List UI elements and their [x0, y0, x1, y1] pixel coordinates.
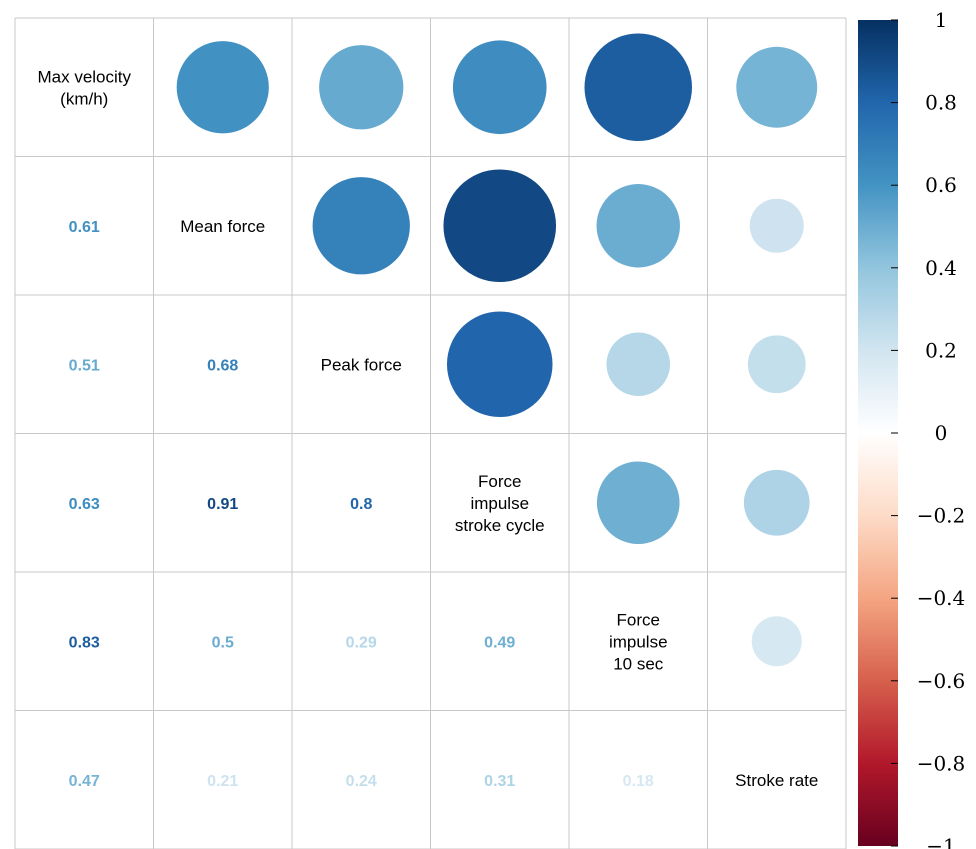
correlation-circle [596, 461, 680, 545]
correlation-value-label: 0.8 [350, 496, 372, 513]
scale-tick-label: 1 [935, 8, 948, 32]
correlation-value-label: 0.29 [346, 634, 377, 651]
correlation-circle [452, 40, 547, 135]
correlation-value-label: 0.51 [69, 357, 100, 374]
correlation-value-label: 0.49 [484, 634, 515, 651]
correlation-value-label: 0.91 [207, 496, 238, 513]
correlation-circles [176, 33, 818, 667]
color-scale-legend: 1 0.8 0.6 0.4 0.2 0 −0.2 −0.4 −0.6 −0.8 −1 [858, 8, 965, 849]
variable-label: impulse [470, 494, 529, 513]
correlation-value-label: 0.5 [212, 634, 234, 651]
variable-label: Stroke rate [735, 771, 818, 790]
correlation-value-label: 0.47 [69, 773, 100, 790]
correlation-circle [747, 335, 806, 394]
variable-label: stroke cycle [455, 516, 545, 535]
variable-label: impulse [609, 632, 668, 651]
variable-label: Force [478, 472, 521, 491]
matrix-labels: Max velocity (km/h) Mean force Peak force Fo… [37, 67, 818, 790]
correlation-circle [176, 41, 269, 134]
correlation-value-label: 0.61 [69, 219, 100, 236]
scale-tick-label: −0.2 [917, 504, 966, 528]
correlation-circle [319, 45, 404, 130]
variable-label: Peak force [321, 355, 402, 374]
correlation-circle [751, 616, 802, 667]
variable-label: Mean force [180, 217, 265, 236]
correlation-circle [446, 311, 553, 418]
correlation-circle [584, 33, 693, 142]
variable-label: (km/h) [60, 89, 108, 108]
scale-tick-label: −0.6 [917, 669, 966, 693]
correlation-circle [606, 332, 671, 397]
correlation-value-label: 0.21 [207, 773, 238, 790]
correlation-circle [443, 169, 557, 283]
scale-tick-label: 0.2 [925, 338, 957, 362]
scale-tick-label: −0.4 [917, 586, 966, 610]
correlation-value-label: 0.24 [346, 773, 377, 790]
correlation-circle [736, 46, 818, 128]
correlation-value-label: 0.31 [484, 773, 515, 790]
correlation-circle [312, 177, 410, 275]
scale-tick-label: 0 [935, 421, 948, 445]
variable-label: Force [617, 610, 660, 629]
correlation-circle [749, 198, 804, 253]
correlation-value-label: 0.18 [623, 773, 654, 790]
correlation-circle [743, 469, 810, 536]
correlation-value-label: 0.68 [207, 357, 238, 374]
scale-tick-label: −0.8 [917, 751, 966, 775]
correlation-value-label: 0.63 [69, 496, 100, 513]
scale-tick-label: 0.8 [925, 91, 957, 115]
scale-tick-label: −1 [926, 834, 955, 849]
correlation-circle [596, 184, 680, 268]
variable-label: Max velocity [37, 67, 131, 86]
scale-tick-label: 0.4 [925, 256, 957, 280]
matrix-grid [14, 17, 847, 849]
scale-tick-label: 0.6 [925, 173, 957, 197]
variable-label: 10 sec [613, 654, 664, 673]
correlation-value-label: 0.83 [69, 634, 100, 651]
